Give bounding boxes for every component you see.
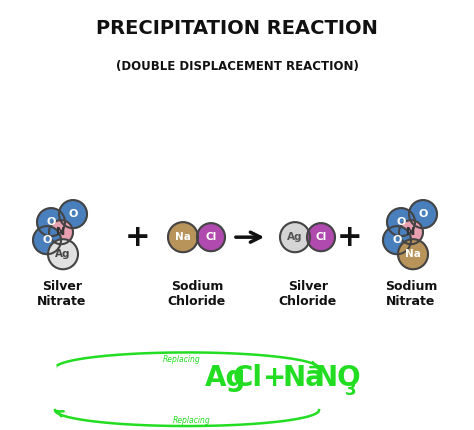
Circle shape <box>59 200 87 228</box>
Text: Sodium
Nitrate: Sodium Nitrate <box>385 280 437 308</box>
Text: O: O <box>42 235 52 245</box>
Text: 3: 3 <box>345 381 356 399</box>
Text: Ag: Ag <box>8 364 49 392</box>
Text: Ag: Ag <box>205 364 246 392</box>
Circle shape <box>398 239 428 269</box>
Circle shape <box>399 220 423 244</box>
Text: →: → <box>165 364 188 392</box>
Text: (DOUBLE DISPLACEMENT REACTION): (DOUBLE DISPLACEMENT REACTION) <box>116 60 358 73</box>
Text: Na: Na <box>405 249 421 259</box>
Circle shape <box>383 226 411 254</box>
Text: Ag: Ag <box>8 106 51 134</box>
Text: NaCl: NaCl <box>97 364 169 392</box>
Text: NO: NO <box>38 106 87 134</box>
Text: 3: 3 <box>372 123 384 141</box>
Circle shape <box>33 226 61 254</box>
Text: N: N <box>406 227 416 237</box>
Text: NO: NO <box>342 106 391 134</box>
Circle shape <box>37 208 65 236</box>
Text: N: N <box>56 227 65 237</box>
Circle shape <box>197 223 225 251</box>
Text: 3: 3 <box>64 381 76 399</box>
Text: Silver
Chloride: Silver Chloride <box>279 280 337 308</box>
Text: Na: Na <box>175 232 191 242</box>
Circle shape <box>307 223 335 251</box>
Text: O: O <box>419 209 428 219</box>
Text: Sodium
Chloride: Sodium Chloride <box>168 280 226 308</box>
Text: +: + <box>80 106 104 134</box>
Text: Cl: Cl <box>315 232 327 242</box>
Text: Cl: Cl <box>233 364 263 392</box>
Text: NO: NO <box>315 364 362 392</box>
Text: NO: NO <box>36 364 82 392</box>
Circle shape <box>48 239 78 269</box>
Text: Cl: Cl <box>205 232 217 242</box>
Text: Ag: Ag <box>55 249 71 259</box>
Circle shape <box>168 222 198 252</box>
Text: O: O <box>46 217 55 227</box>
Text: +: + <box>288 106 312 134</box>
Text: O: O <box>68 209 78 219</box>
Text: ⟶: ⟶ <box>178 106 220 134</box>
Text: Ag: Ag <box>287 232 303 242</box>
Text: Na: Na <box>308 106 352 134</box>
Text: Na: Na <box>283 364 325 392</box>
Text: O: O <box>396 217 406 227</box>
Text: NaCl: NaCl <box>105 106 181 134</box>
Text: Replacing: Replacing <box>163 355 201 364</box>
Text: Replacing: Replacing <box>173 415 211 424</box>
Circle shape <box>49 220 73 244</box>
Text: Silver
Nitrate: Silver Nitrate <box>37 280 87 308</box>
Circle shape <box>280 222 310 252</box>
Text: +: + <box>263 364 286 392</box>
Text: 3: 3 <box>68 123 81 141</box>
Text: O: O <box>392 235 401 245</box>
Circle shape <box>387 208 415 236</box>
Text: PRECIPITATION REACTION: PRECIPITATION REACTION <box>96 19 378 38</box>
Text: +: + <box>125 223 151 252</box>
Circle shape <box>409 200 437 228</box>
Text: +: + <box>74 364 97 392</box>
Text: +: + <box>337 223 363 252</box>
Text: AgCl: AgCl <box>220 106 295 134</box>
